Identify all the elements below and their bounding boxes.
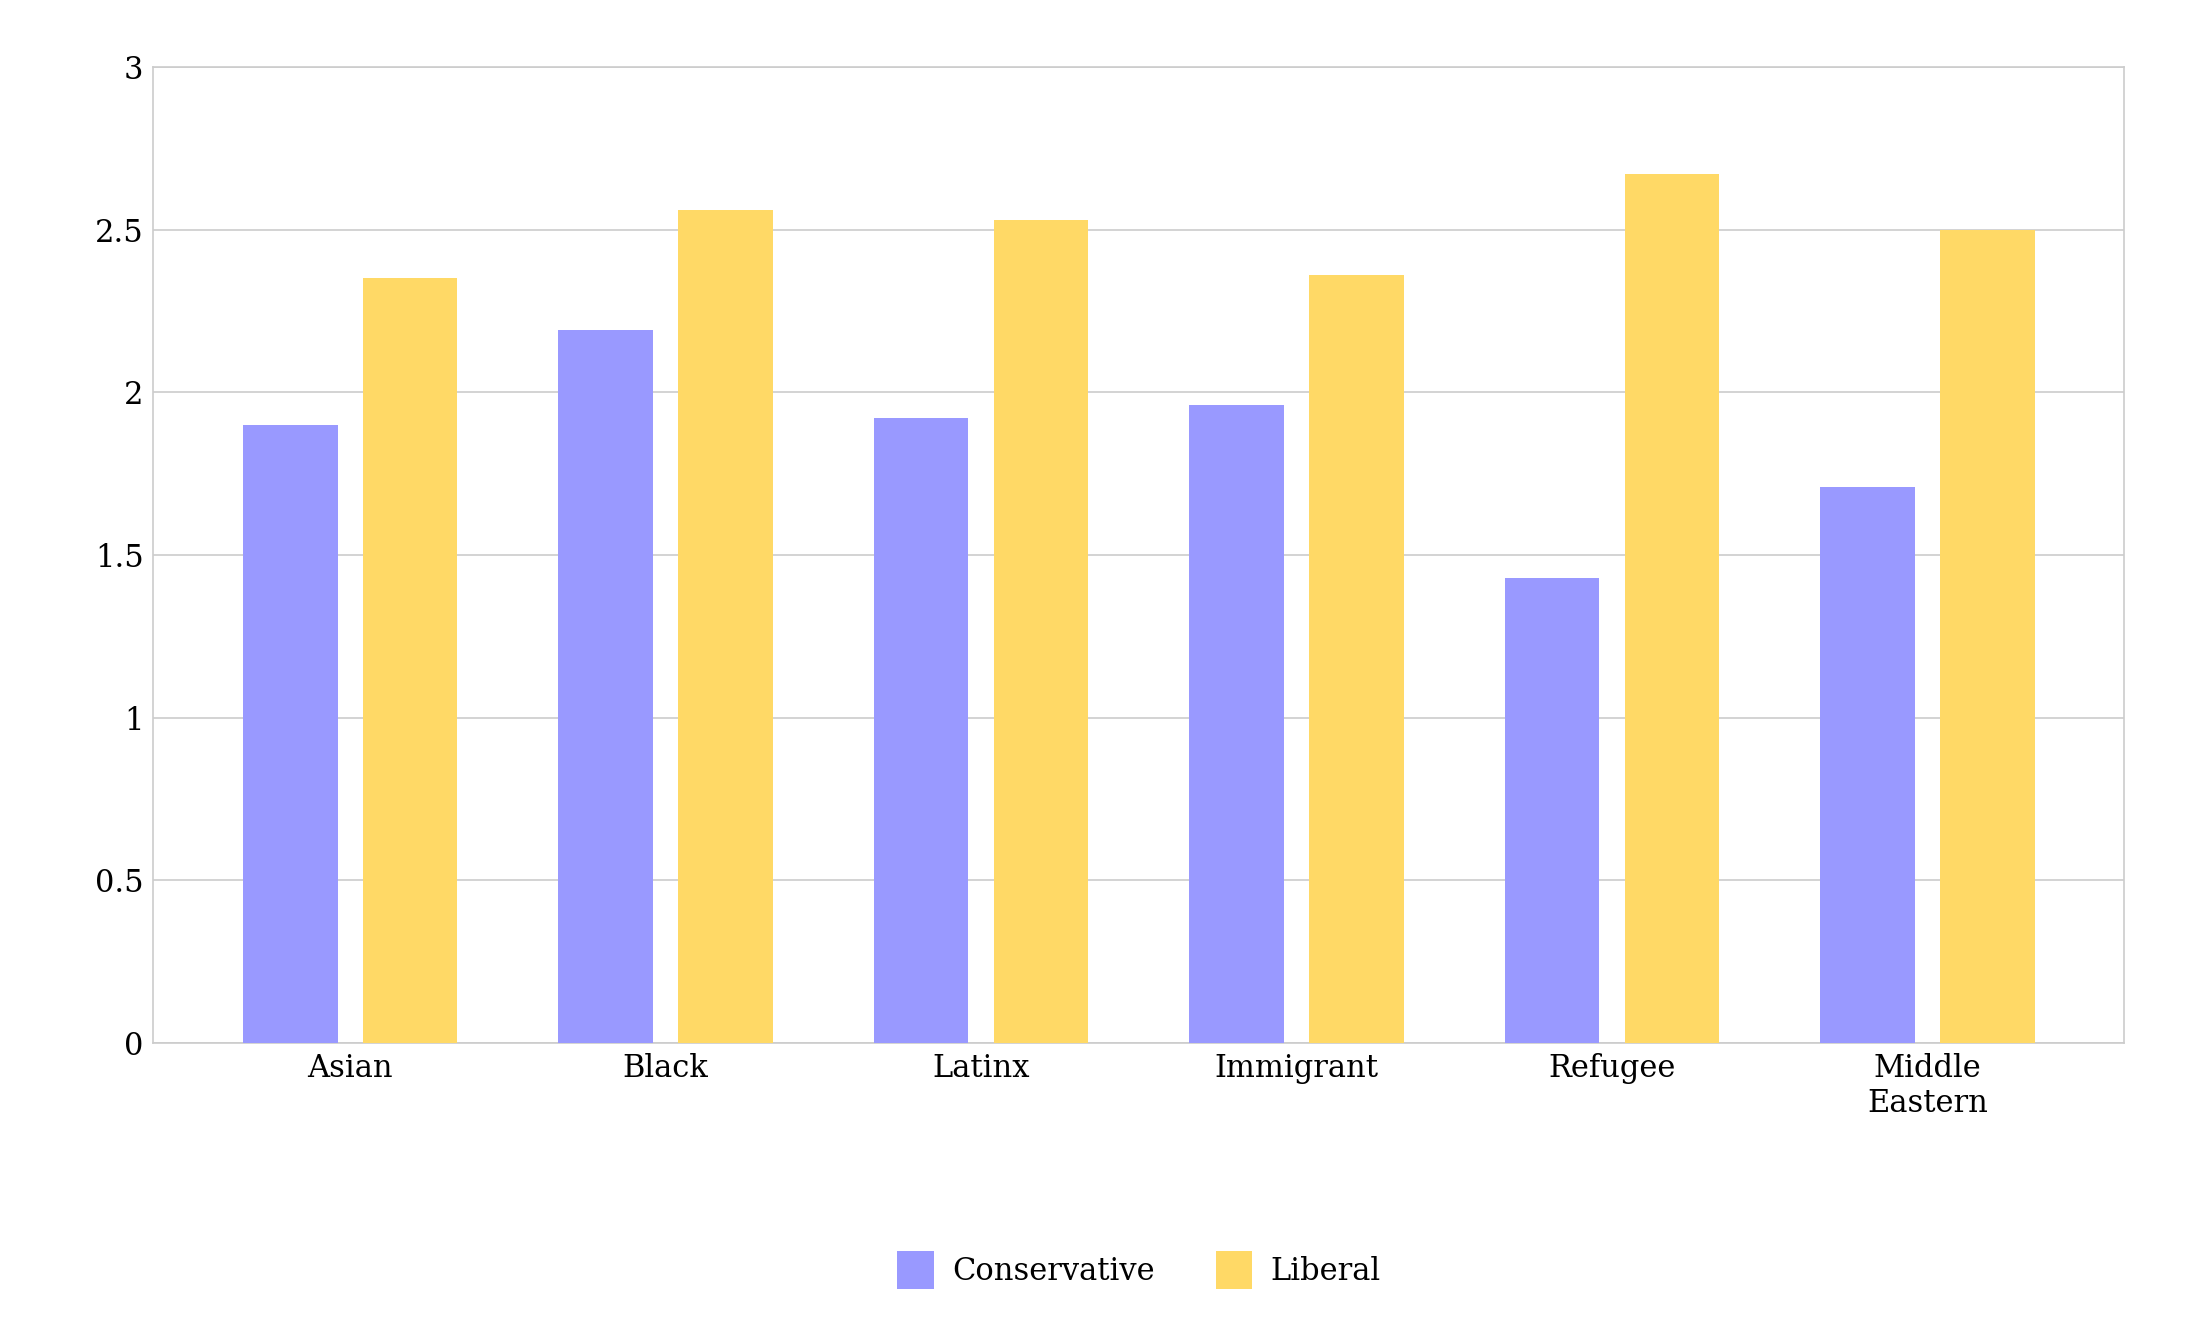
Bar	[364, 278, 458, 1043]
Bar	[994, 219, 1088, 1043]
Bar	[243, 425, 337, 1043]
Bar	[1310, 275, 1404, 1043]
Bar	[1505, 578, 1599, 1043]
Bar	[1940, 230, 2035, 1043]
Bar	[1189, 405, 1283, 1043]
Bar	[1625, 174, 1719, 1043]
Bar	[874, 418, 968, 1043]
Bar	[1820, 487, 1914, 1043]
Bar	[679, 210, 773, 1043]
Bar	[558, 330, 653, 1043]
Legend: Conservative, Liberal: Conservative, Liberal	[885, 1239, 1393, 1301]
